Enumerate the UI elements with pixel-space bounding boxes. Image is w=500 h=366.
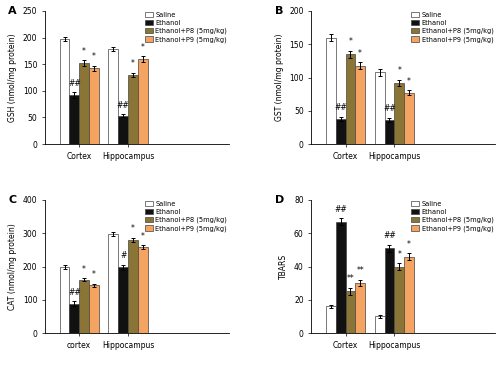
Bar (394, 83, 404, 144)
Bar (404, 93, 414, 144)
Bar (384, 120, 394, 144)
Text: A: A (8, 5, 17, 16)
Bar (89, 68, 99, 144)
Text: *: * (92, 52, 96, 61)
Text: *: * (348, 37, 352, 46)
Bar (70, 95, 79, 144)
Bar (79, 63, 89, 144)
Bar (138, 59, 147, 144)
Bar (89, 285, 99, 333)
Bar (128, 75, 138, 144)
Bar (118, 267, 128, 333)
Legend: Saline, Ethanol, Ethanol+P8 (5mg/kg), Ethanol+P9 (5mg/kg): Saline, Ethanol, Ethanol+P8 (5mg/kg), Et… (144, 12, 227, 43)
Text: *: * (407, 240, 411, 249)
Bar (375, 317, 384, 333)
Bar (404, 257, 414, 333)
Bar (60, 39, 70, 144)
Bar (326, 306, 336, 333)
Bar (356, 283, 365, 333)
Bar (336, 119, 345, 144)
Text: **: ** (356, 266, 364, 275)
Legend: Saline, Ethanol, Ethanol+P8 (5mg/kg), Ethanol+P9 (5mg/kg): Saline, Ethanol, Ethanol+P8 (5mg/kg), Et… (411, 12, 494, 43)
Bar (79, 280, 89, 333)
Text: *: * (131, 224, 135, 233)
Bar (118, 116, 128, 144)
Text: C: C (8, 195, 16, 205)
Y-axis label: TBARS: TBARS (280, 254, 288, 279)
Text: **: ** (346, 274, 354, 284)
Bar (108, 234, 118, 333)
Text: *: * (358, 49, 362, 57)
Text: ##: ## (383, 231, 396, 240)
Bar (346, 291, 356, 333)
Bar (326, 38, 336, 144)
Text: *: * (82, 47, 86, 56)
Y-axis label: GST (nmol/mg protein): GST (nmol/mg protein) (274, 34, 283, 121)
Legend: Saline, Ethanol, Ethanol+P8 (5mg/kg), Ethanol+P9 (5mg/kg): Saline, Ethanol, Ethanol+P8 (5mg/kg), Et… (144, 201, 227, 232)
Text: ##: ## (334, 103, 347, 112)
Bar (108, 49, 118, 144)
Bar (384, 248, 394, 333)
Bar (346, 54, 356, 144)
Bar (138, 247, 147, 333)
Text: D: D (274, 195, 284, 205)
Bar (336, 221, 345, 333)
Bar (356, 66, 365, 144)
Bar (70, 304, 79, 333)
Text: *: * (82, 265, 86, 273)
Bar (375, 72, 384, 144)
Text: *: * (407, 76, 411, 86)
Bar (60, 267, 70, 333)
Text: *: * (140, 232, 144, 240)
Bar (128, 240, 138, 333)
Legend: Saline, Ethanol, Ethanol+P8 (5mg/kg), Ethanol+P9 (5mg/kg): Saline, Ethanol, Ethanol+P8 (5mg/kg), Et… (411, 201, 494, 232)
Text: #: # (120, 251, 126, 260)
Text: ##: ## (334, 205, 347, 214)
Text: B: B (274, 5, 283, 16)
Text: *: * (398, 250, 401, 258)
Text: ##: ## (383, 104, 396, 113)
Text: *: * (398, 66, 401, 75)
Text: ##: ## (117, 101, 130, 109)
Text: *: * (131, 59, 135, 68)
Y-axis label: GSH (nmol/mg protein): GSH (nmol/mg protein) (8, 33, 18, 122)
Text: ##: ## (68, 288, 80, 297)
Text: *: * (92, 270, 96, 279)
Bar (394, 266, 404, 333)
Text: ##: ## (68, 79, 80, 88)
Y-axis label: CAT (nmol/mg protein): CAT (nmol/mg protein) (8, 223, 17, 310)
Text: *: * (140, 42, 144, 52)
